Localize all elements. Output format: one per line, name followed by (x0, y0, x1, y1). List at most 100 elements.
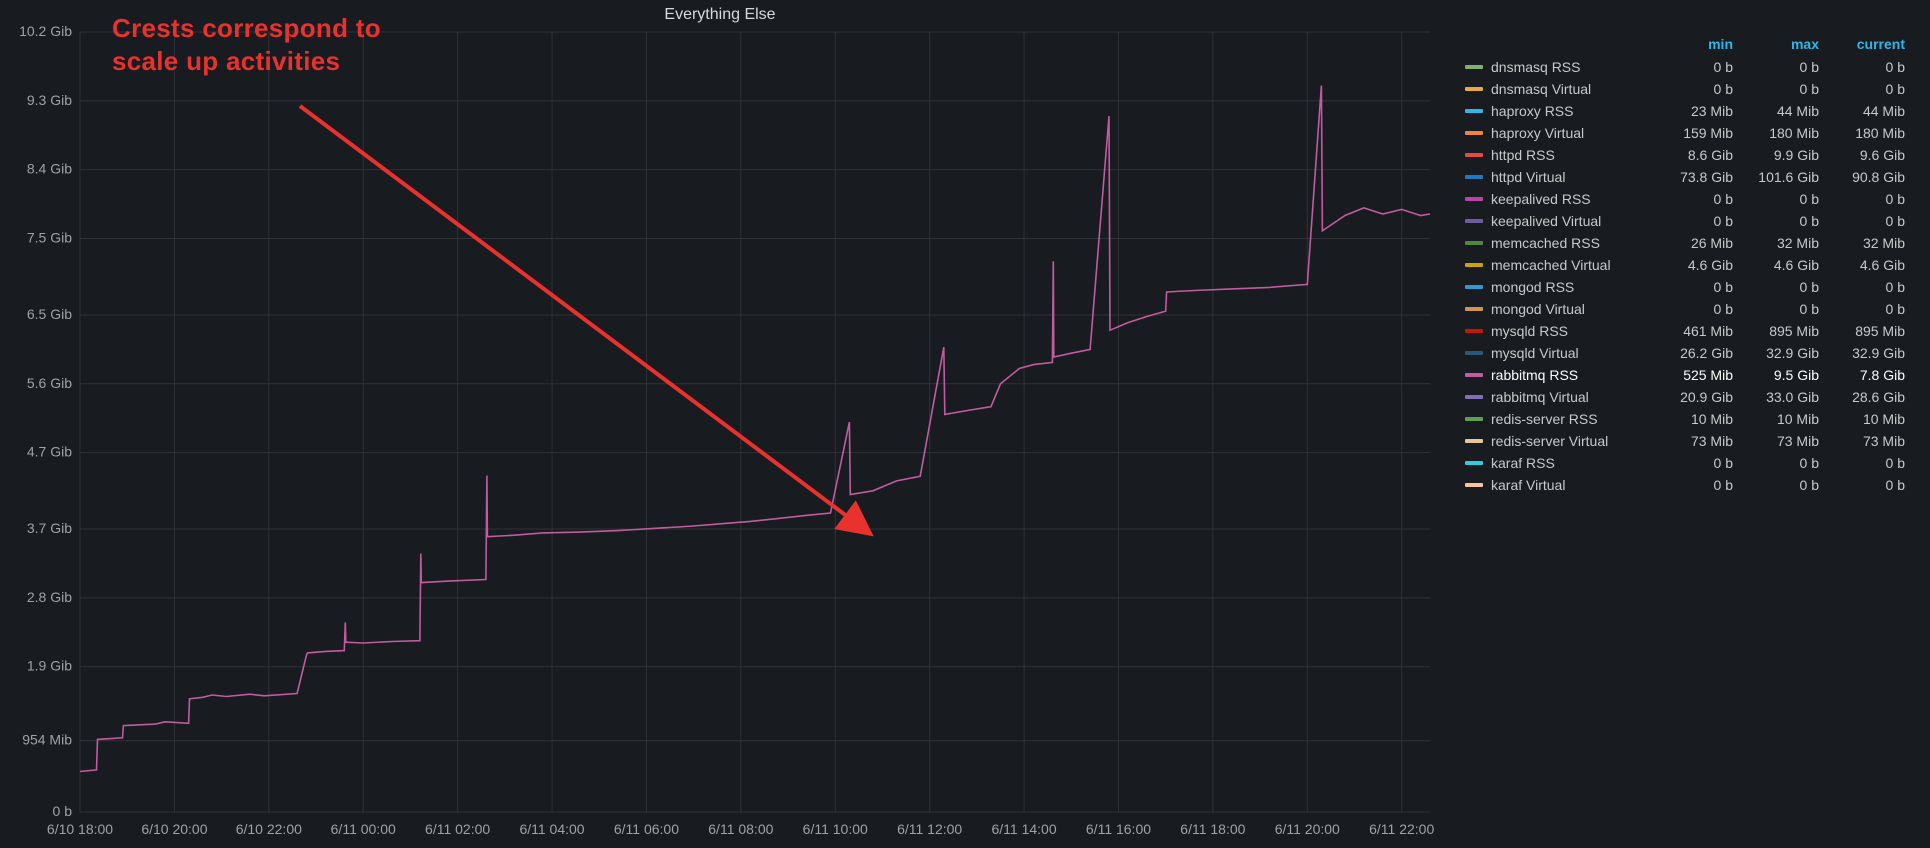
legend-item[interactable]: haproxy Virtual159 Mib180 Mib180 Mib (1465, 122, 1905, 144)
legend-header: min max current (1465, 32, 1905, 56)
legend-item[interactable]: memcached Virtual4.6 Gib4.6 Gib4.6 Gib (1465, 254, 1905, 276)
legend-item[interactable]: mysqld RSS461 Mib895 Mib895 Mib (1465, 320, 1905, 342)
legend-min: 0 b (1647, 301, 1733, 317)
legend-max: 0 b (1733, 59, 1819, 75)
legend-max: 0 b (1733, 301, 1819, 317)
y-tick-label: 5.6 Gib (27, 375, 72, 391)
y-tick-label: 10.2 Gib (19, 23, 72, 39)
legend-current: 0 b (1819, 455, 1905, 471)
y-tick-label: 0 b (53, 803, 73, 819)
legend-min: 8.6 Gib (1647, 147, 1733, 163)
legend-min: 0 b (1647, 59, 1733, 75)
legend-max: 101.6 Gib (1733, 169, 1819, 185)
legend-label: haproxy RSS (1491, 103, 1647, 119)
legend-item[interactable]: rabbitmq RSS525 Mib9.5 Gib7.8 Gib (1465, 364, 1905, 386)
legend-label: memcached Virtual (1491, 257, 1647, 273)
legend-current: 7.8 Gib (1819, 367, 1905, 383)
y-tick-label: 7.5 Gib (27, 229, 72, 245)
legend-max: 10 Mib (1733, 411, 1819, 427)
y-tick-label: 4.7 Gib (27, 444, 72, 460)
legend-col-current[interactable]: current (1819, 36, 1905, 52)
legend-max: 895 Mib (1733, 323, 1819, 339)
legend-min: 0 b (1647, 477, 1733, 493)
legend-swatch (1465, 285, 1483, 289)
legend-label: karaf RSS (1491, 455, 1647, 471)
legend-max: 0 b (1733, 81, 1819, 97)
legend-label: redis-server RSS (1491, 411, 1647, 427)
legend-max: 0 b (1733, 191, 1819, 207)
legend-current: 0 b (1819, 301, 1905, 317)
legend-min: 10 Mib (1647, 411, 1733, 427)
legend-current: 32 Mib (1819, 235, 1905, 251)
legend-item[interactable]: dnsmasq RSS0 b0 b0 b (1465, 56, 1905, 78)
series-rabbitmq-rss[interactable] (80, 86, 1430, 772)
legend-item[interactable]: keepalived RSS0 b0 b0 b (1465, 188, 1905, 210)
x-tick-label: 6/11 06:00 (614, 821, 679, 837)
legend-item[interactable]: karaf RSS0 b0 b0 b (1465, 452, 1905, 474)
legend-label: keepalived RSS (1491, 191, 1647, 207)
legend-min: 0 b (1647, 279, 1733, 295)
legend-item[interactable]: mysqld Virtual26.2 Gib32.9 Gib32.9 Gib (1465, 342, 1905, 364)
legend-current: 9.6 Gib (1819, 147, 1905, 163)
legend-swatch (1465, 263, 1483, 267)
legend-min: 73 Mib (1647, 433, 1733, 449)
legend-max: 0 b (1733, 213, 1819, 229)
y-tick-label: 6.5 Gib (27, 306, 72, 322)
legend-item[interactable]: haproxy RSS23 Mib44 Mib44 Mib (1465, 100, 1905, 122)
legend-item[interactable]: karaf Virtual0 b0 b0 b (1465, 474, 1905, 496)
legend-label: redis-server Virtual (1491, 433, 1647, 449)
legend-current: 0 b (1819, 81, 1905, 97)
legend-min: 159 Mib (1647, 125, 1733, 141)
x-tick-label: 6/11 10:00 (803, 821, 868, 837)
legend-min: 461 Mib (1647, 323, 1733, 339)
legend-item[interactable]: rabbitmq Virtual20.9 Gib33.0 Gib28.6 Gib (1465, 386, 1905, 408)
legend-swatch (1465, 439, 1483, 443)
legend-label: httpd RSS (1491, 147, 1647, 163)
legend-label: karaf Virtual (1491, 477, 1647, 493)
legend-swatch (1465, 197, 1483, 201)
legend-current: 4.6 Gib (1819, 257, 1905, 273)
legend-swatch (1465, 461, 1483, 465)
legend-swatch (1465, 87, 1483, 91)
legend-current: 0 b (1819, 59, 1905, 75)
legend-item[interactable]: memcached RSS26 Mib32 Mib32 Mib (1465, 232, 1905, 254)
legend-swatch (1465, 329, 1483, 333)
legend-current: 0 b (1819, 213, 1905, 229)
legend-min: 0 b (1647, 81, 1733, 97)
legend-swatch (1465, 351, 1483, 355)
legend-swatch (1465, 131, 1483, 135)
legend-max: 0 b (1733, 477, 1819, 493)
legend-col-min[interactable]: min (1647, 36, 1733, 52)
legend-swatch (1465, 109, 1483, 113)
x-tick-label: 6/11 20:00 (1275, 821, 1340, 837)
legend-label: dnsmasq Virtual (1491, 81, 1647, 97)
x-tick-label: 6/11 04:00 (519, 821, 584, 837)
legend-max: 32.9 Gib (1733, 345, 1819, 361)
legend-label: haproxy Virtual (1491, 125, 1647, 141)
legend-item[interactable]: mongod RSS0 b0 b0 b (1465, 276, 1905, 298)
x-tick-label: 6/11 18:00 (1180, 821, 1245, 837)
legend-item[interactable]: keepalived Virtual0 b0 b0 b (1465, 210, 1905, 232)
legend-item[interactable]: redis-server RSS10 Mib10 Mib10 Mib (1465, 408, 1905, 430)
legend-col-max[interactable]: max (1733, 36, 1819, 52)
legend-current: 180 Mib (1819, 125, 1905, 141)
legend-min: 20.9 Gib (1647, 389, 1733, 405)
legend-label: httpd Virtual (1491, 169, 1647, 185)
legend-item[interactable]: mongod Virtual0 b0 b0 b (1465, 298, 1905, 320)
legend-item[interactable]: dnsmasq Virtual0 b0 b0 b (1465, 78, 1905, 100)
legend-label: keepalived Virtual (1491, 213, 1647, 229)
legend-min: 4.6 Gib (1647, 257, 1733, 273)
chart-plot[interactable]: 0 b954 Mib1.9 Gib2.8 Gib3.7 Gib4.7 Gib5.… (0, 22, 1440, 848)
legend-max: 9.5 Gib (1733, 367, 1819, 383)
x-tick-label: 6/11 00:00 (331, 821, 396, 837)
y-tick-label: 954 Mib (22, 732, 72, 748)
legend-item[interactable]: httpd RSS8.6 Gib9.9 Gib9.6 Gib (1465, 144, 1905, 166)
legend-current: 0 b (1819, 279, 1905, 295)
legend-label: mongod RSS (1491, 279, 1647, 295)
legend-min: 26 Mib (1647, 235, 1733, 251)
legend-min: 23 Mib (1647, 103, 1733, 119)
legend-max: 0 b (1733, 279, 1819, 295)
legend-label: rabbitmq Virtual (1491, 389, 1647, 405)
legend-item[interactable]: redis-server Virtual73 Mib73 Mib73 Mib (1465, 430, 1905, 452)
legend-item[interactable]: httpd Virtual73.8 Gib101.6 Gib90.8 Gib (1465, 166, 1905, 188)
